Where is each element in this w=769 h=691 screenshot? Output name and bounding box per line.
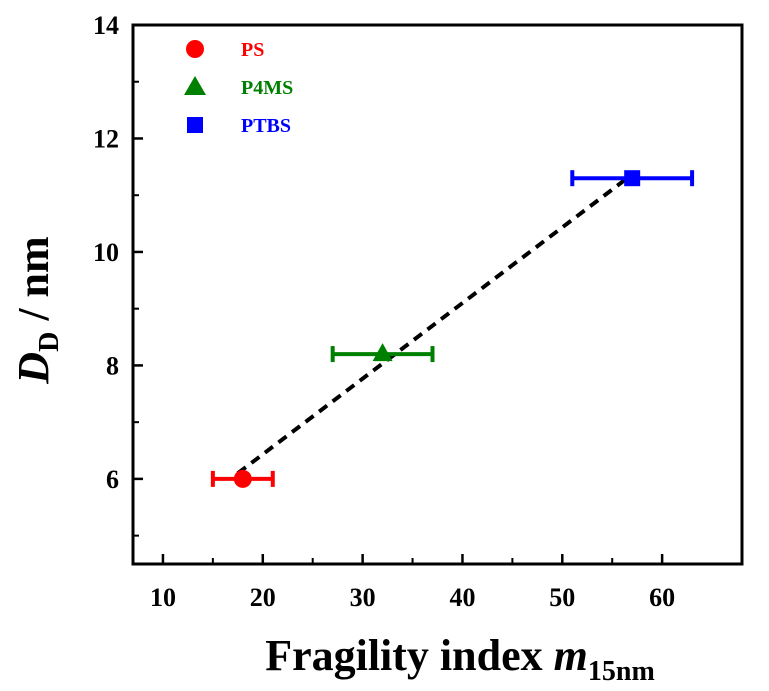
x-axis-title-main: Fragility index: [265, 631, 553, 680]
y-axis-title-symbol: D: [9, 352, 58, 385]
legend-marker: [184, 76, 206, 95]
x-tick-label: 60: [649, 583, 675, 612]
data-point: [624, 170, 641, 187]
legend-marker: [186, 40, 204, 58]
legend-label: PTBS: [241, 115, 291, 137]
y-tick-label: 6: [106, 465, 119, 494]
y-tick-label: 14: [93, 11, 119, 40]
x-tick-label: 20: [250, 583, 276, 612]
plot-frame: [131, 23, 744, 566]
legend-marker: [187, 117, 203, 133]
fit-line: [236, 176, 629, 475]
x-axis-title-symbol: m: [554, 631, 588, 680]
data-point: [233, 469, 252, 488]
x-tick-label: 10: [150, 583, 176, 612]
x-tick-label: 50: [549, 583, 575, 612]
x-tick-label: 30: [350, 583, 376, 612]
y-axis-ticks: 6 8 10 12 14: [93, 11, 143, 537]
data-marks: [210, 170, 695, 488]
y-tick-label: 12: [93, 124, 119, 153]
y-axis-title-unit: / nm: [9, 236, 58, 331]
legend-label: PS: [241, 39, 264, 61]
y-tick-label: 10: [93, 238, 119, 267]
legend-label: P4MS: [241, 77, 293, 99]
legend: PS P4MS PTBS: [184, 39, 293, 137]
y-tick-label: 8: [106, 351, 119, 380]
x-tick-label: 40: [449, 583, 475, 612]
y-axis-title-subscript: D: [34, 332, 65, 352]
fit-line-group: [236, 176, 629, 475]
data-point: [372, 343, 393, 362]
x-axis-ticks: 10 20 30 40 50 60: [150, 554, 675, 612]
x-axis-title: Fragility index m15nm: [265, 631, 655, 687]
x-axis-title-subscript: 15nm: [588, 656, 655, 687]
y-axis-title: DD / nm: [9, 236, 65, 384]
